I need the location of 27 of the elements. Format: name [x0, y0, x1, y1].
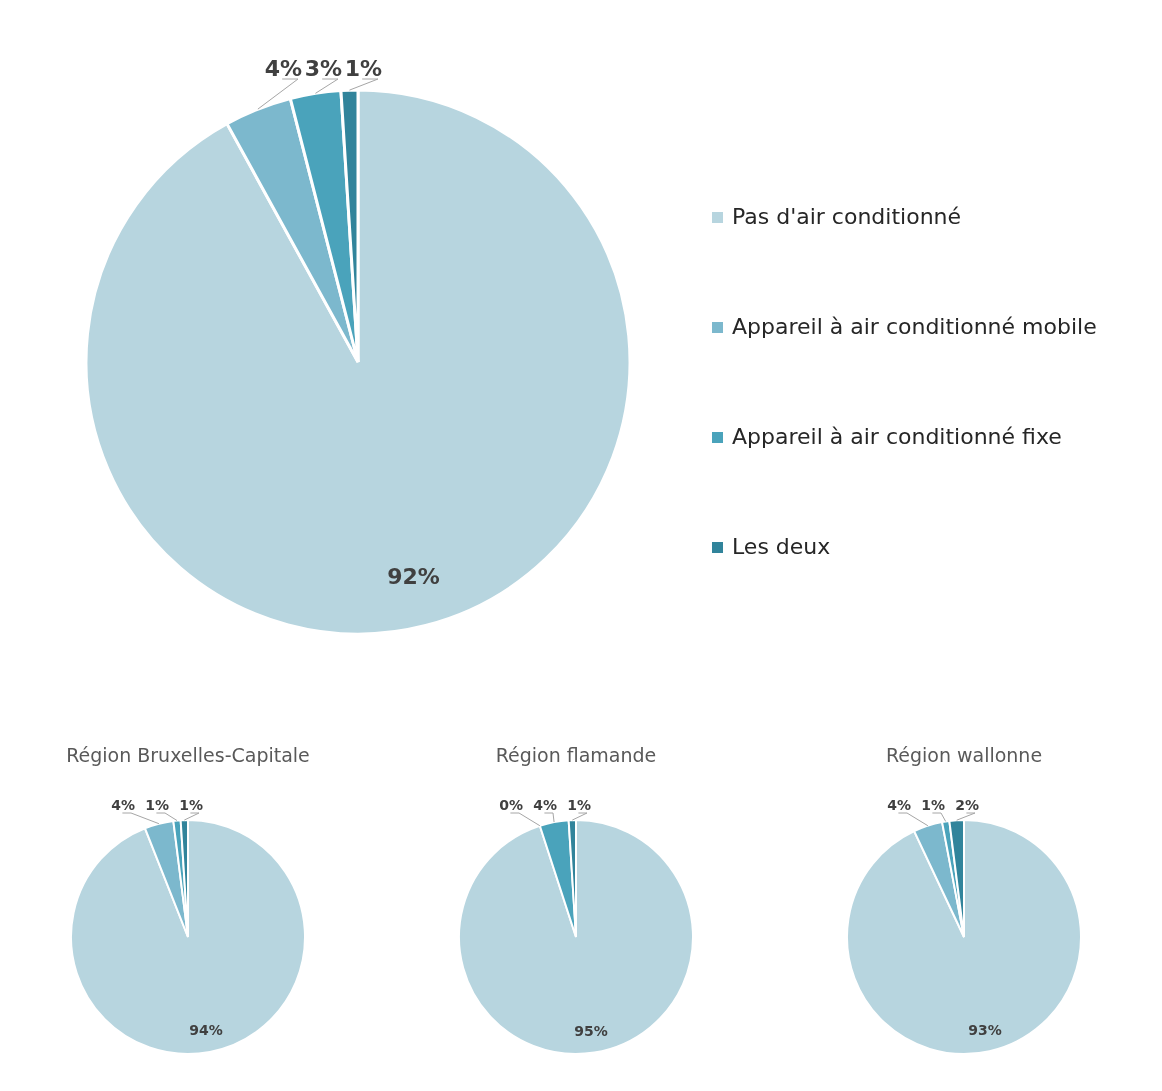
chart-title: Région flamande	[495, 744, 657, 766]
data-label: 3%	[304, 56, 342, 81]
data-label: 4%	[111, 797, 135, 813]
data-label: 1%	[921, 797, 945, 813]
data-label: 4%	[533, 797, 557, 813]
data-label: 1%	[179, 797, 203, 813]
data-label: 92%	[387, 564, 440, 590]
data-label: 2%	[955, 797, 979, 813]
pie-slice	[846, 819, 1082, 1055]
legend-label: Appareil à air conditionné fixe	[732, 424, 1062, 449]
text: 0%	[499, 797, 523, 813]
data-label: 1%	[567, 797, 591, 813]
chart-title: Région Bruxelles-Capitale	[66, 744, 310, 766]
data-label: 1%	[344, 56, 382, 81]
pie-slice	[84, 88, 632, 636]
data-label: 1%	[145, 797, 169, 813]
legend-label: Les deux	[732, 534, 831, 559]
data-label: 93%	[968, 1021, 1002, 1038]
data-label: 95%	[574, 1022, 608, 1039]
legend-label: Pas d'air conditionné	[732, 204, 962, 229]
data-label: 94%	[189, 1022, 223, 1039]
data-label: 4%	[887, 797, 911, 813]
pie-slice	[70, 819, 306, 1055]
pie-slice	[458, 819, 694, 1055]
chart-title: Région wallonne	[885, 744, 1043, 766]
legend-label: Appareil à air conditionné mobile	[732, 314, 1097, 339]
data-label: 4%	[264, 56, 302, 81]
